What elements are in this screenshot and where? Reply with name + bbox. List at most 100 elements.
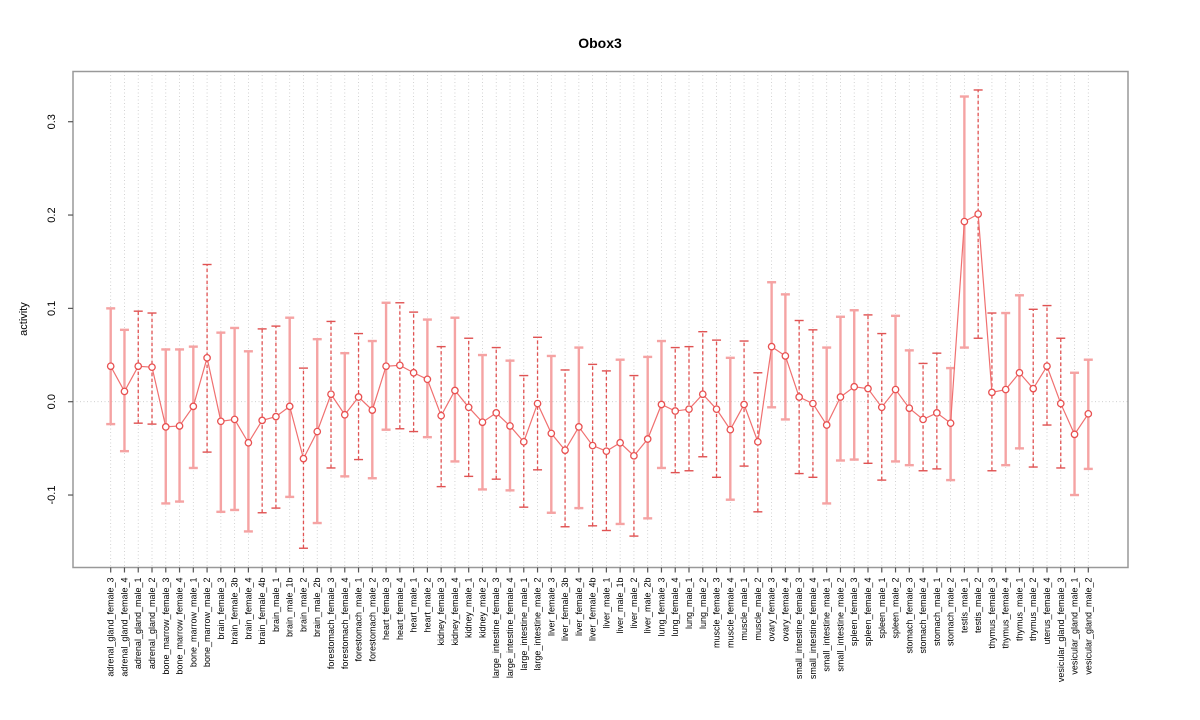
- x-tick-label: stomach_female_4: [918, 578, 928, 654]
- data-point: [464, 403, 473, 412]
- data-point: [285, 402, 294, 411]
- error-bar: [918, 362, 928, 472]
- x-tick-label: brain_female_4b: [257, 578, 267, 645]
- x-tick-label: adrenal_gland_male_1: [133, 578, 143, 670]
- data-point: [230, 415, 239, 424]
- data-point: [395, 361, 404, 370]
- error-bar: [202, 263, 212, 453]
- data-point: [919, 415, 927, 424]
- x-tick-label: liver_female_4b: [588, 578, 598, 642]
- error-bar: [491, 346, 501, 480]
- data-point: [795, 393, 804, 401]
- data-point: [767, 342, 776, 351]
- data-point: [189, 402, 198, 411]
- x-tick-label: muscle_male_2: [753, 578, 763, 641]
- series-line: [110, 213, 1089, 461]
- data-point: [217, 417, 225, 426]
- data-point: [671, 407, 680, 415]
- y-tick-label: 0.1: [46, 301, 58, 316]
- x-tick-label: bone_marrow_female_3: [161, 578, 171, 675]
- data-point: [877, 403, 886, 412]
- x-tick-label: forestomach_male_1: [354, 578, 364, 662]
- error-bar: [753, 372, 763, 513]
- data-point: [864, 384, 872, 393]
- y-tick-label: 0.0: [46, 394, 58, 409]
- data-point: [630, 451, 638, 460]
- x-tick-label: thymus_female_4: [1001, 578, 1011, 649]
- data-point: [1029, 384, 1038, 393]
- x-tick-label: heart_male_2: [422, 578, 432, 633]
- data-point: [1084, 409, 1093, 418]
- error-bar: [436, 345, 446, 488]
- x-tick-label: vesicular_gland_female_3: [1056, 578, 1066, 683]
- data-point: [932, 409, 941, 417]
- data-point: [533, 399, 542, 408]
- y-tick-label: 0.2: [46, 207, 58, 222]
- x-tick-label: vesicular_gland_male_1: [1070, 578, 1080, 675]
- data-point: [643, 435, 652, 443]
- data-point: [437, 411, 446, 420]
- x-tick-label: spleen_female_4: [863, 578, 873, 647]
- y-tick-label: -0.1: [46, 486, 58, 505]
- x-tick-label: small_intestine_male_1: [822, 578, 832, 672]
- data-point: [506, 422, 514, 430]
- data-point: [712, 405, 721, 414]
- x-tick-label: heart_female_4: [395, 578, 405, 641]
- data-point: [809, 399, 817, 408]
- data-point: [340, 410, 349, 419]
- data-point: [574, 423, 583, 431]
- data-point: [313, 427, 322, 436]
- data-point: [120, 387, 129, 396]
- x-tick-label: stomach_male_1: [932, 578, 942, 647]
- data-point: [685, 405, 693, 414]
- data-point: [1070, 430, 1079, 439]
- x-tick-label: bone_marrow_male_1: [188, 578, 198, 668]
- data-point: [960, 217, 969, 226]
- error-bar: [1056, 337, 1066, 469]
- grid-layer: [73, 71, 1128, 568]
- x-tick-label: brain_male_1b: [285, 578, 295, 638]
- data-point: [781, 352, 790, 360]
- x-tick-label: muscle_female_4: [725, 578, 735, 649]
- data-point: [161, 423, 170, 431]
- data-point: [1043, 362, 1051, 371]
- x-tick-label: muscle_female_3: [712, 578, 722, 649]
- x-tick-label: forestomach_female_3: [326, 578, 336, 670]
- chart-title: Obox3: [578, 35, 622, 51]
- x-tick-label: brain_male_2b: [312, 578, 322, 638]
- x-tick-label: liver_female_4: [574, 578, 584, 637]
- data-point: [134, 362, 143, 371]
- data-point: [822, 421, 831, 429]
- data-point: [836, 393, 845, 401]
- x-tick-label: liver_male_2b: [643, 578, 653, 634]
- error-bar: [794, 319, 804, 475]
- data-point: [974, 210, 982, 218]
- x-tick-label: lung_female_3: [656, 578, 666, 637]
- data-point: [423, 375, 432, 384]
- x-tick-label: lung_male_1: [684, 578, 694, 630]
- data-point: [258, 416, 267, 425]
- y-tick-label: 0.3: [46, 114, 58, 129]
- data-point: [492, 409, 501, 417]
- data-point: [1056, 399, 1065, 408]
- x-tick-label: liver_male_2: [629, 578, 639, 629]
- x-tick-label: large_intestine_male_2: [533, 578, 543, 671]
- x-tick-label: kidney_female_3: [436, 578, 446, 646]
- x-tick-label: small_intestine_female_4: [808, 578, 818, 680]
- y-axis-label: activity: [18, 302, 30, 336]
- data-point: [657, 400, 666, 409]
- x-tick-label: liver_male_1: [601, 578, 611, 629]
- x-tick-label: lung_female_4: [670, 578, 680, 637]
- data-point: [244, 438, 253, 447]
- data-point: [148, 363, 156, 372]
- error-bar: [519, 374, 529, 508]
- x-tick-label: ovary_female_3: [767, 578, 777, 642]
- x-tick-label: large_intestine_male_1: [519, 578, 529, 671]
- x-tick-label: muscle_male_1: [739, 578, 749, 641]
- x-tick-label: kidney_female_4: [450, 578, 460, 646]
- data-point: [616, 438, 625, 447]
- x-tick-label: liver_female_3: [546, 578, 556, 637]
- data-point: [946, 419, 955, 428]
- error-bar: [973, 89, 983, 339]
